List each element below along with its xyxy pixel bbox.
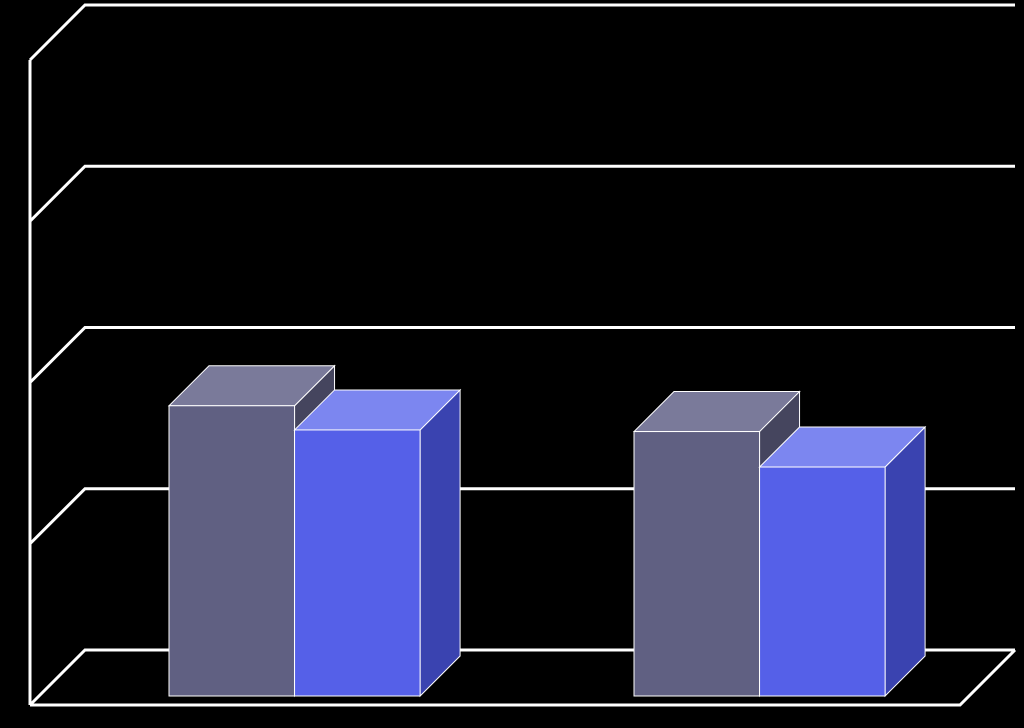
bar-front bbox=[760, 467, 886, 696]
bar-side bbox=[885, 427, 925, 696]
bar-front bbox=[169, 406, 295, 696]
group-2-bar-b bbox=[760, 427, 926, 696]
group-1-bar-b bbox=[295, 390, 461, 696]
bar-front bbox=[295, 430, 421, 696]
bar-side bbox=[420, 390, 460, 696]
bar-chart-3d bbox=[0, 0, 1024, 728]
bar-front bbox=[634, 432, 760, 696]
